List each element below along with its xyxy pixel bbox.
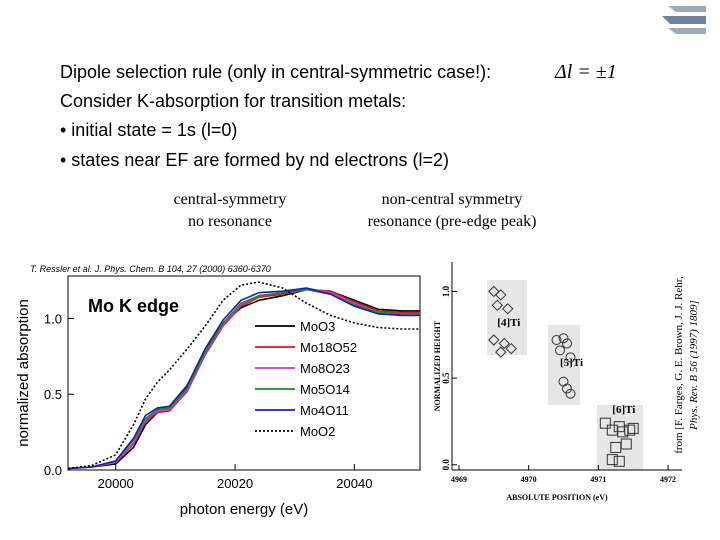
point: [505, 342, 517, 355]
point: [491, 299, 504, 312]
point: [565, 352, 576, 363]
point: [627, 422, 639, 434]
bullet-2: • states near EF are formed by nd electr…: [60, 150, 449, 170]
left-caption: no resonance: [188, 213, 272, 230]
right-caption: resonance (pre-edge peak): [368, 213, 537, 230]
left-caption: central-symmetry: [174, 191, 287, 208]
x-tick-label: 4970: [521, 475, 537, 484]
point: [498, 337, 510, 350]
series-line: [67, 288, 420, 470]
legend-label: Mo4O11: [300, 403, 349, 418]
y-tick-label: 0.0: [44, 463, 62, 478]
legend-label: Mo8O23: [300, 361, 350, 376]
x-tick-label: 20020: [217, 476, 253, 491]
point: [599, 417, 611, 429]
series-line: [67, 281, 420, 470]
x-tick-label: 20040: [336, 476, 372, 491]
y-tick-label: 1.0: [44, 311, 62, 326]
point: [562, 338, 572, 349]
right-caption: non-central symmetry: [382, 191, 523, 208]
bullet-1: • initial state = 1s (l=0): [60, 120, 237, 140]
rule-formula: Δl = ±1: [554, 61, 617, 83]
y-axis-label: normalized absorption: [15, 299, 32, 447]
ti-group-box: [487, 280, 643, 470]
y-tick-label: 0.5: [44, 387, 62, 402]
annotation: [4]Ti: [497, 317, 520, 329]
rule-text: Dipole selection rule (only in central-s…: [60, 62, 491, 82]
left-citation: T. Ressler et al. J. Phys. Chem. B 104, …: [30, 264, 271, 274]
point: [613, 455, 625, 467]
x-tick-label: 20000: [98, 476, 134, 491]
point: [565, 388, 576, 399]
annotation: [5]Ti: [560, 357, 583, 369]
legend-label: MoO3: [300, 319, 335, 334]
x-tick-label: 4969: [451, 475, 467, 484]
point: [488, 285, 500, 298]
annotation: Mo K edge: [88, 296, 179, 316]
logo: [662, 6, 706, 34]
point: [558, 333, 569, 344]
legend-label: Mo5O14: [300, 382, 350, 397]
series-line: [67, 288, 420, 470]
point: [624, 424, 636, 436]
y-tick-label: 0.5: [441, 372, 451, 384]
point: [606, 454, 618, 466]
series-line: [67, 287, 420, 470]
series-line: [67, 288, 420, 470]
point: [620, 438, 632, 450]
legend-label: Mo18O52: [300, 340, 357, 355]
right-citation: from [F. Farges, G. E. Brown, J. J. Rehr…: [673, 276, 685, 454]
point: [562, 383, 572, 394]
line-2: Consider K-absorption for transition met…: [60, 91, 406, 111]
point: [502, 303, 514, 315]
right-citation: Phys. Rev. B 56 (1997) 1809]: [688, 300, 700, 431]
x-axis-label: photon energy (eV): [180, 501, 308, 518]
y-tick-label: 1.0: [441, 285, 451, 297]
point: [495, 289, 507, 301]
point: [488, 334, 500, 346]
point: [495, 346, 507, 358]
point: [555, 345, 566, 356]
x-tick-label: 4972: [660, 475, 676, 484]
legend-label: MoO2: [300, 424, 335, 439]
annotation: [6]Ti: [612, 404, 635, 416]
y-axis-label: NORMALIZED HEIGHT: [433, 320, 442, 411]
plot-frame: [67, 275, 421, 471]
x-tick-label: 4971: [590, 475, 606, 484]
x-axis-label: ABSOLUTE POSITION (eV): [506, 493, 608, 502]
point: [551, 335, 562, 345]
y-tick-label: 0.0: [441, 459, 451, 471]
